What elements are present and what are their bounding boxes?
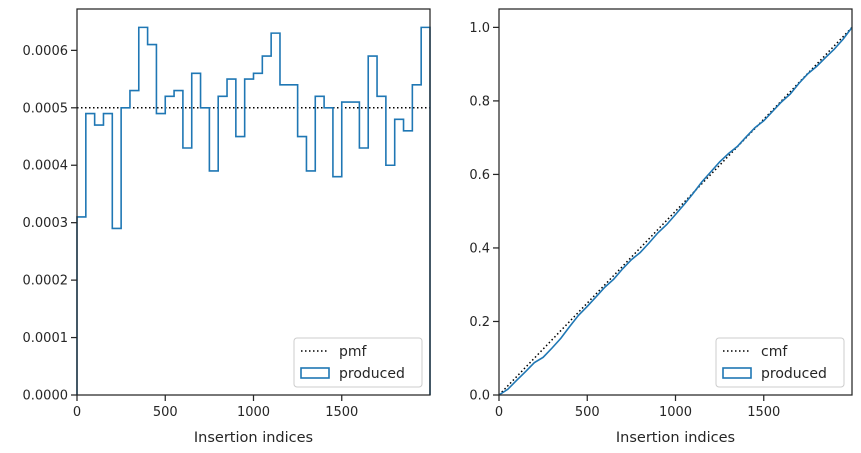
right-y-tick-label: 0.8 [469,94,490,109]
left-x-tick-label: 1500 [325,405,358,420]
left-y-tick-label: 0.0003 [23,216,69,231]
left-y-tick-label: 0.0005 [23,101,69,116]
left-x-tick-label: 500 [153,405,178,420]
right-x-tick-label: 0 [495,405,503,420]
left-legend: pmf produced [293,337,423,388]
left-pmf-chart: 0 500 1000 1500 0.0000 0.0001 0.0002 0.0003 0.00… [23,8,431,446]
left-y-tick-label: 0.0002 [23,274,69,289]
left-y-tick-label: 0.0001 [23,331,69,346]
right-y-tick-label: 0.0 [469,389,490,404]
right-cmf-chart: 0 500 1000 1500 0.0 0.2 0.4 0.6 0.8 1.0 Insertion … [469,8,853,446]
right-legend-label-cmf: cmf [761,344,788,360]
left-y-tick-label: 0.0006 [23,44,69,59]
left-y-tick-label: 0.0000 [23,389,69,404]
right-x-tick-label: 500 [575,405,600,420]
right-x-tick-label: 1000 [659,405,692,420]
left-legend-label-pmf: pmf [339,344,368,360]
left-x-tick-label: 1000 [237,405,270,420]
right-axes-frame [498,8,853,396]
right-series-cmf [498,26,853,396]
left-legend-label-produced: produced [339,366,405,382]
right-legend-label-produced: produced [761,366,827,382]
right-y-tick-label: 1.0 [469,21,490,36]
right-x-axis-label: Insertion indices [616,430,735,446]
right-y-tick-label: 0.6 [469,168,490,183]
left-legend-swatch-produced [300,367,330,379]
right-series-produced [498,26,853,396]
right-legend-swatch-produced [722,367,752,379]
left-y-tick-label: 0.0004 [23,159,69,174]
left-x-tick-label: 0 [73,405,81,420]
right-y-tick-label: 0.2 [469,315,490,330]
right-x-tick-label: 1500 [747,405,780,420]
left-series-produced [76,26,431,395]
right-y-tick-label: 0.4 [469,241,490,256]
left-x-axis-label: Insertion indices [194,430,313,446]
right-legend: cmf produced [715,337,845,388]
